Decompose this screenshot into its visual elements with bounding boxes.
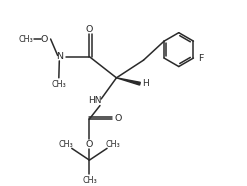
Text: N: N: [56, 52, 63, 61]
Text: F: F: [198, 54, 204, 62]
Text: H: H: [142, 79, 148, 88]
Text: CH₃: CH₃: [59, 140, 73, 149]
Text: CH₃: CH₃: [82, 176, 97, 185]
Text: O: O: [40, 35, 48, 44]
Text: O: O: [86, 25, 93, 34]
Text: CH₃: CH₃: [19, 35, 33, 44]
Text: HN: HN: [88, 96, 102, 105]
Polygon shape: [116, 78, 140, 85]
Text: CH₃: CH₃: [105, 140, 120, 149]
Text: O: O: [86, 140, 93, 149]
Text: CH₃: CH₃: [51, 80, 66, 89]
Text: O: O: [115, 114, 122, 124]
